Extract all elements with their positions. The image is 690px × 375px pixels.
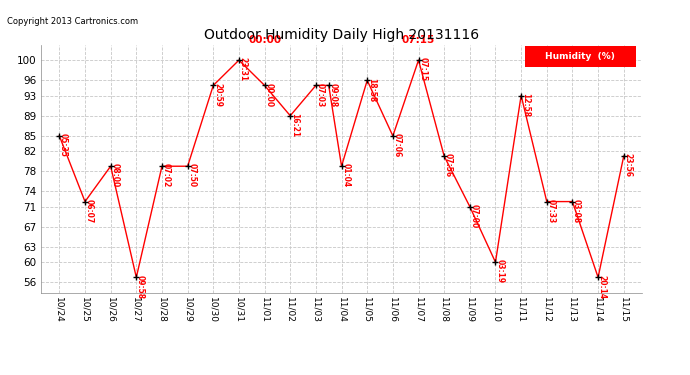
Text: 07:50: 07:50 [187,164,196,188]
Text: 20:14: 20:14 [598,274,607,299]
Text: 07:03: 07:03 [315,82,324,107]
Text: 23:31: 23:31 [239,57,248,81]
Text: 16:21: 16:21 [290,113,299,137]
Text: 07:00: 07:00 [469,204,478,228]
Text: 03:19: 03:19 [495,260,504,284]
Text: 01:04: 01:04 [342,164,351,188]
Text: 09:58: 09:58 [136,274,145,299]
Text: 12:58: 12:58 [521,93,530,117]
Text: 00:00: 00:00 [264,82,273,107]
Text: 03:08: 03:08 [572,199,581,223]
Text: 18:58: 18:58 [367,78,376,102]
Text: 05:35: 05:35 [59,133,68,157]
Text: 09:08: 09:08 [328,82,337,107]
Text: 20:59: 20:59 [213,82,222,106]
Text: 07:02: 07:02 [161,164,170,188]
Text: 08:00: 08:00 [110,164,119,188]
Text: 07:15: 07:15 [402,35,435,45]
Text: 07:33: 07:33 [546,199,555,223]
Text: 07:15: 07:15 [418,57,427,81]
Text: 23:56: 23:56 [623,153,633,177]
Text: 07:06: 07:06 [393,133,402,158]
Text: Copyright 2013 Cartronics.com: Copyright 2013 Cartronics.com [7,17,138,26]
Text: 00:00: 00:00 [248,35,281,45]
Text: 07:56: 07:56 [444,153,453,177]
Text: 06:07: 06:07 [85,199,94,223]
Title: Outdoor Humidity Daily High 20131116: Outdoor Humidity Daily High 20131116 [204,28,479,42]
